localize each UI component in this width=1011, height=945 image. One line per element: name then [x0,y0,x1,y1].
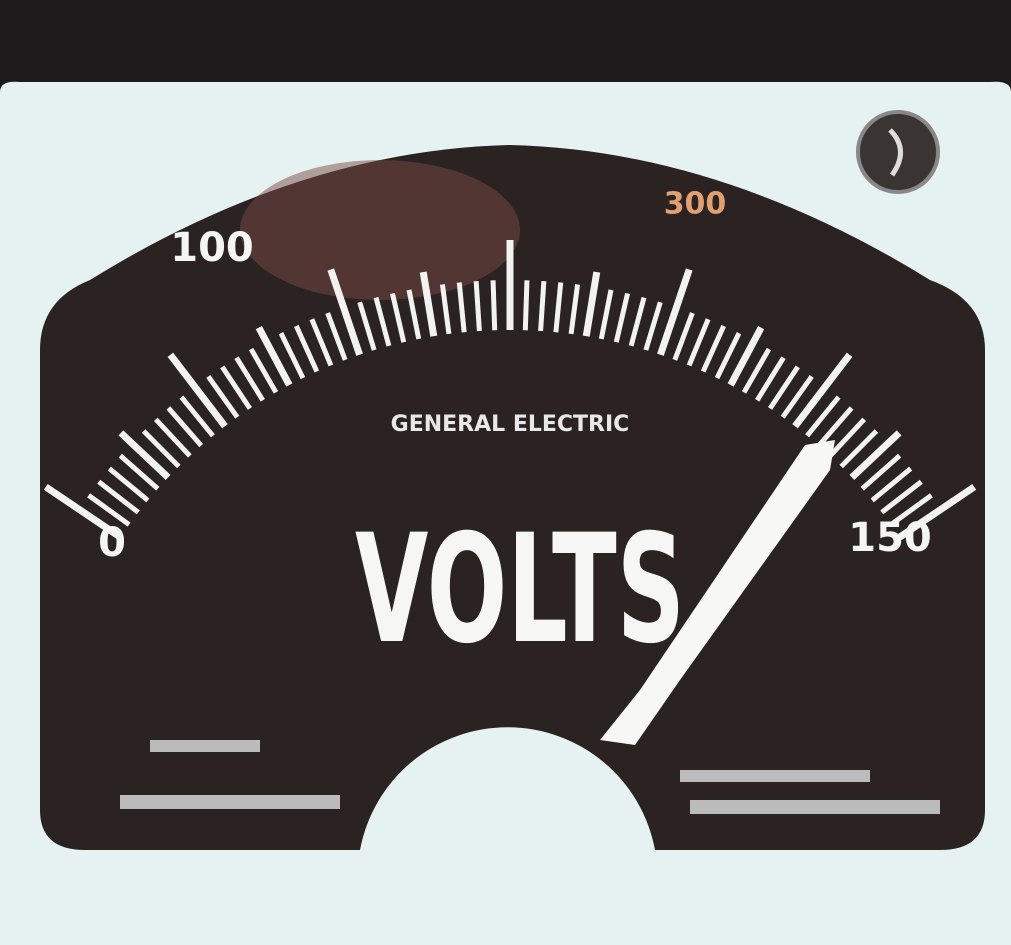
tick [107,466,150,503]
tick [490,280,498,331]
tick [278,332,306,380]
scale-label: 150 [848,515,932,561]
tick [828,417,867,458]
tick [357,301,377,351]
tick [294,324,320,373]
tick [166,406,204,448]
fine-print [680,770,870,782]
scale-label: 300 [664,187,727,222]
tick [538,280,547,332]
scale-ticks [43,240,977,541]
brand: GENERAL ELECTRIC [391,412,630,437]
tick [897,483,977,541]
panel-edge [0,81,1011,92]
tick [373,296,392,347]
tick [118,430,171,481]
tick [714,332,742,380]
dial-face [40,145,985,850]
tick [849,430,902,481]
tick [153,417,192,458]
tick [390,292,407,343]
unit-label: VOLTS [355,503,685,677]
tick [206,375,240,419]
tick [406,289,422,340]
tick [553,282,564,333]
tick [568,284,581,335]
tick [700,324,726,373]
tick [870,466,913,503]
reflection [240,160,520,300]
tick [439,284,452,335]
tick [613,292,630,343]
tick [839,429,879,469]
tick [97,479,140,515]
tick [255,325,293,387]
tick [780,375,814,419]
tick [141,429,181,469]
fine-print [120,795,340,809]
needle [600,440,835,745]
tick [325,312,348,361]
scale-label: 100 [170,225,254,271]
tick [309,318,334,367]
fine-print [690,800,940,814]
tick [860,453,902,491]
tick [741,347,772,394]
scale-label: 0 [98,520,126,566]
tick [118,453,160,491]
tick [167,352,228,429]
tick [768,365,800,410]
tick [234,356,265,402]
tick [816,406,854,448]
tick [43,483,123,541]
tick [686,318,711,367]
tick [672,312,695,361]
tick [419,271,438,337]
tick [657,268,693,356]
tick [805,395,841,438]
tick [327,268,363,356]
tick [179,395,215,438]
tick [792,352,853,429]
tick [248,347,279,394]
tick [473,280,482,332]
top-band [0,0,1011,92]
tick [643,301,663,351]
tick [889,493,933,527]
tick [87,493,131,527]
knob-slot [888,128,903,177]
tick [755,356,786,402]
tick [456,282,467,333]
tick [522,280,530,331]
tick [582,271,601,337]
tick [220,365,252,410]
tick [598,289,614,340]
tick [727,325,765,387]
tick [880,479,923,515]
fine-print [150,740,260,752]
tick [628,296,647,347]
